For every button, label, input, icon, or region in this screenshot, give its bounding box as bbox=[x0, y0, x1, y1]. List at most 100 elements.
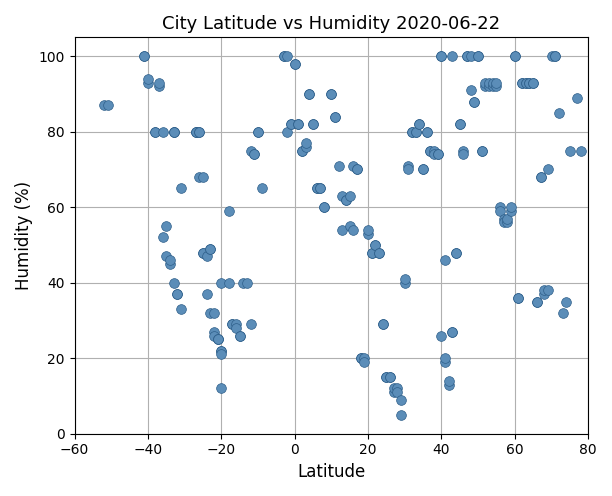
Point bbox=[330, 113, 340, 121]
Title: City Latitude vs Humidity 2020-06-22: City Latitude vs Humidity 2020-06-22 bbox=[162, 15, 501, 33]
Point bbox=[195, 128, 204, 136]
Point bbox=[103, 101, 113, 109]
Point bbox=[378, 320, 387, 328]
Point bbox=[176, 185, 186, 192]
Point bbox=[348, 226, 358, 234]
Point bbox=[550, 52, 560, 60]
Point bbox=[536, 173, 545, 181]
Point bbox=[378, 320, 387, 328]
Point bbox=[206, 309, 215, 317]
Point bbox=[286, 120, 296, 128]
Point bbox=[422, 128, 431, 136]
Point bbox=[334, 162, 344, 170]
Point bbox=[195, 128, 204, 136]
Point bbox=[209, 332, 219, 340]
Point bbox=[425, 147, 435, 155]
Point bbox=[327, 90, 337, 98]
Point bbox=[532, 298, 542, 306]
Point bbox=[158, 128, 168, 136]
Y-axis label: Humidity (%): Humidity (%) bbox=[15, 181, 33, 290]
Point bbox=[491, 82, 501, 90]
Point bbox=[414, 120, 424, 128]
Point bbox=[341, 196, 351, 204]
Point bbox=[473, 52, 483, 60]
Point bbox=[231, 320, 241, 328]
Point bbox=[451, 248, 461, 256]
Point bbox=[301, 143, 311, 151]
Point bbox=[165, 256, 175, 264]
Point bbox=[279, 52, 289, 60]
Point bbox=[469, 98, 479, 106]
Point bbox=[389, 388, 398, 396]
Point bbox=[550, 52, 560, 60]
Point bbox=[206, 245, 215, 252]
Point bbox=[477, 147, 487, 155]
Point bbox=[396, 411, 406, 419]
Point bbox=[250, 150, 259, 158]
Point bbox=[359, 358, 369, 366]
Point bbox=[198, 248, 208, 256]
Point bbox=[528, 79, 538, 87]
Point bbox=[547, 52, 556, 60]
Point bbox=[191, 128, 201, 136]
Point bbox=[367, 248, 376, 256]
Point bbox=[246, 147, 256, 155]
Point bbox=[510, 52, 520, 60]
Point bbox=[209, 309, 219, 317]
Point bbox=[488, 79, 498, 87]
Point bbox=[297, 147, 307, 155]
Point bbox=[305, 90, 315, 98]
Point bbox=[510, 52, 520, 60]
Point bbox=[385, 373, 395, 381]
Point bbox=[213, 335, 223, 343]
Point bbox=[158, 234, 168, 242]
Point bbox=[392, 384, 402, 392]
Point bbox=[513, 294, 523, 302]
Point bbox=[305, 90, 315, 98]
Point bbox=[389, 384, 398, 392]
Point bbox=[400, 279, 409, 287]
Point bbox=[198, 173, 208, 181]
Point bbox=[162, 252, 171, 260]
Point bbox=[466, 52, 476, 60]
Point bbox=[224, 279, 234, 287]
Point bbox=[451, 248, 461, 256]
Point bbox=[517, 79, 527, 87]
Point bbox=[294, 120, 304, 128]
Point bbox=[436, 52, 446, 60]
Point bbox=[403, 166, 413, 174]
Point bbox=[502, 218, 512, 226]
Point bbox=[495, 207, 505, 215]
Point bbox=[447, 328, 457, 336]
Point bbox=[425, 147, 435, 155]
Point bbox=[558, 309, 567, 317]
Point bbox=[217, 351, 226, 359]
Point bbox=[242, 279, 252, 287]
Point bbox=[253, 128, 263, 136]
Point bbox=[374, 248, 384, 256]
Point bbox=[536, 173, 545, 181]
Point bbox=[283, 52, 293, 60]
Point bbox=[162, 222, 171, 230]
Point bbox=[290, 60, 300, 68]
Point bbox=[173, 290, 182, 298]
Point bbox=[363, 226, 373, 234]
Point bbox=[202, 290, 212, 298]
Point bbox=[319, 203, 329, 211]
Point bbox=[239, 279, 248, 287]
Point bbox=[206, 245, 215, 252]
Point bbox=[198, 248, 208, 256]
Point bbox=[330, 113, 340, 121]
Point bbox=[528, 79, 538, 87]
Point bbox=[466, 86, 476, 94]
Point bbox=[301, 139, 311, 147]
Point bbox=[312, 185, 322, 192]
Point bbox=[572, 94, 582, 102]
Point bbox=[151, 128, 160, 136]
Point bbox=[513, 294, 523, 302]
Point bbox=[381, 373, 391, 381]
Point bbox=[532, 298, 542, 306]
Point bbox=[154, 79, 164, 87]
Point bbox=[517, 79, 527, 87]
Point bbox=[447, 328, 457, 336]
